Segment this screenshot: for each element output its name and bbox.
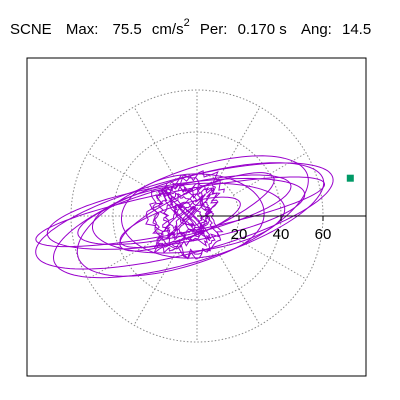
title-bar: SCNE Max: 75.5 cm/s2 Per: 0.170 s Ang: 1…: [10, 17, 371, 38]
marker-layer: [346, 174, 354, 182]
orbit-loop: [119, 196, 241, 248]
orbit-loop: [92, 182, 286, 254]
orbit-traces: [35, 155, 334, 279]
orbit-core-trace: [145, 170, 225, 260]
grid-spoke: [133, 252, 177, 326]
endpoint-marker: [346, 174, 354, 182]
radial-tick-label: 20: [231, 226, 248, 243]
grid-spoke: [217, 106, 261, 180]
max-unit-exponent: 2: [183, 17, 190, 29]
max-unit: cm/s: [151, 21, 184, 38]
per-value: 0.170 s: [237, 21, 287, 38]
plot-frame: [26, 57, 367, 377]
grid-spoke: [133, 106, 177, 180]
radial-tick-label: 60: [315, 226, 332, 243]
ang-value: 14.5: [342, 21, 372, 38]
orbit-loop: [35, 162, 334, 270]
orbit-loop: [77, 174, 292, 245]
grid-spoke: [87, 236, 161, 280]
orbit-loop: [46, 177, 306, 250]
max-label: Max:: [65, 21, 99, 38]
radial-tick-labels: 20 40 60: [231, 216, 332, 243]
per-label: Per:: [199, 21, 228, 38]
orbit-loop: [121, 173, 265, 259]
station-code: SCNE: [10, 21, 52, 38]
grid-spoke: [87, 152, 161, 196]
radial-tick-label: 40: [273, 226, 290, 243]
orbit-loop: [52, 162, 325, 279]
grid-spoke: [217, 252, 261, 326]
max-value: 75.5: [112, 21, 142, 38]
ang-label: Ang:: [300, 21, 332, 38]
